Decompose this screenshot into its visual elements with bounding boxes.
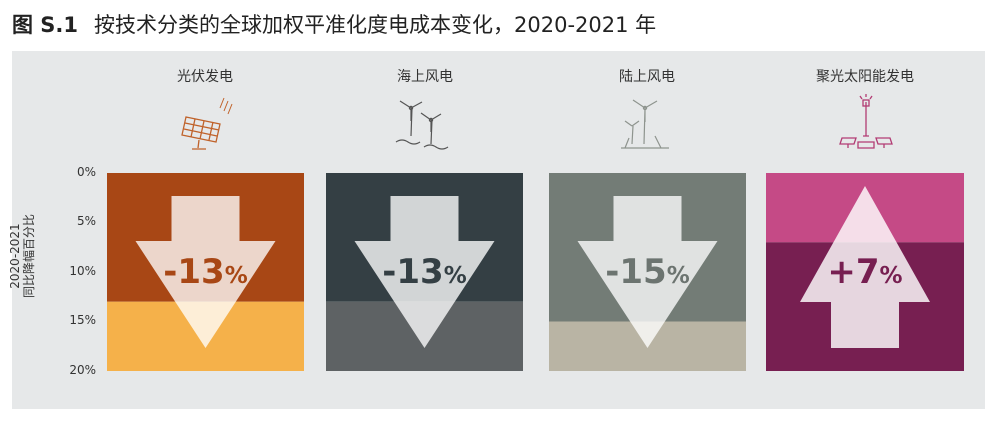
- onshore-wind-icon: [621, 99, 669, 149]
- figure-title: 图 S.1 按技术分类的全球加权平准化度电成本变化，2020-2021 年: [12, 8, 656, 42]
- solar-panel-icon: [181, 97, 233, 150]
- figure-title-text: 按技术分类的全球加权平准化度电成本变化，2020-2021 年: [94, 13, 657, 37]
- data-label-onshore-wind: -15%: [605, 252, 689, 292]
- arrow-up-icon: [800, 186, 930, 348]
- y-tick-label: 5%: [76, 214, 96, 228]
- y-tick-label: 15%: [69, 313, 96, 327]
- y-tick-label: 10%: [69, 264, 96, 278]
- figure-number: 图 S.1: [12, 13, 79, 37]
- category-label-pv: 光伏发电: [177, 69, 233, 85]
- y-tick-label: 20%: [69, 363, 96, 377]
- arrow-down-icon: [354, 196, 495, 348]
- category-label-offshore-wind: 海上风电: [397, 69, 453, 85]
- arrow-down-icon: [135, 196, 276, 348]
- category-label-csp: 聚光太阳能发电: [816, 69, 914, 85]
- offshore-wind-icon: [395, 100, 449, 150]
- y-tick-label: 0%: [76, 165, 96, 179]
- arrow-down-icon: [577, 196, 718, 348]
- category-label-onshore-wind: 陆上风电: [619, 69, 675, 85]
- csp-tower-icon: [839, 94, 893, 149]
- data-label-csp: +7%: [827, 252, 902, 292]
- data-label-offshore-wind: -13%: [382, 252, 466, 292]
- data-label-pv: -13%: [163, 252, 247, 292]
